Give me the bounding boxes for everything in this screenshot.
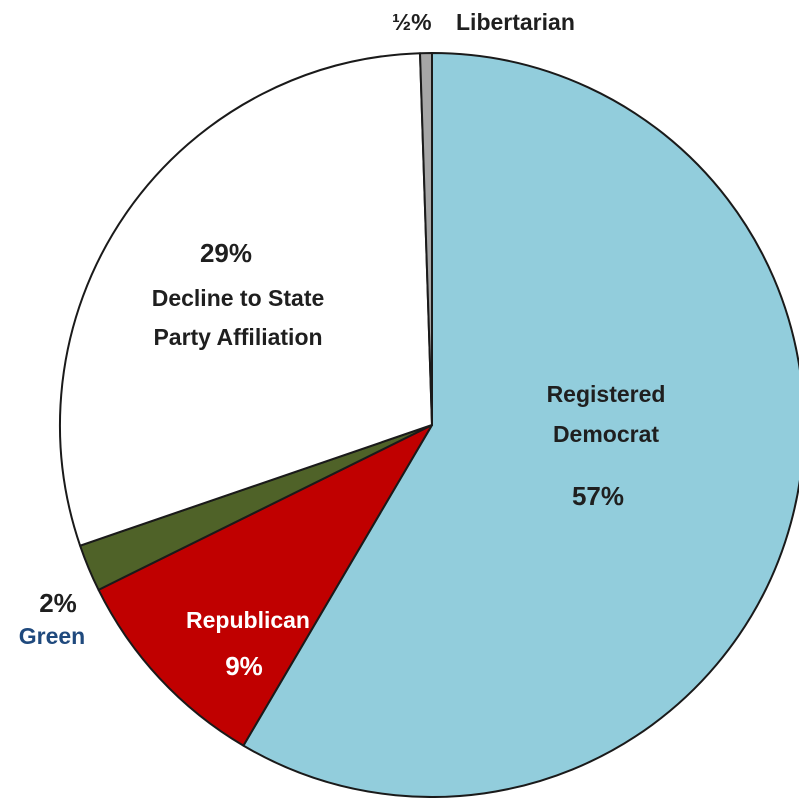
pct-green: 2% [39,588,77,618]
pct-republican: 9% [225,651,263,681]
label-democrat-line1: Registered [547,381,666,407]
label-decline-line2: Party Affiliation [153,324,322,350]
label-libertarian: Libertarian [456,9,575,35]
pct-democrat: 57% [572,481,624,511]
pct-libertarian: ½% [392,9,432,35]
label-democrat-line2: Democrat [553,421,659,447]
pie-slices [59,52,799,798]
slice-democrat [242,52,799,798]
slice-republican [97,424,433,747]
slice-decline [59,52,433,547]
label-decline-line1: Decline to State [152,285,325,311]
label-republican: Republican [186,607,310,633]
pct-decline: 29% [200,238,252,268]
label-green: Green [19,623,85,649]
slice-libertarian [419,52,433,426]
